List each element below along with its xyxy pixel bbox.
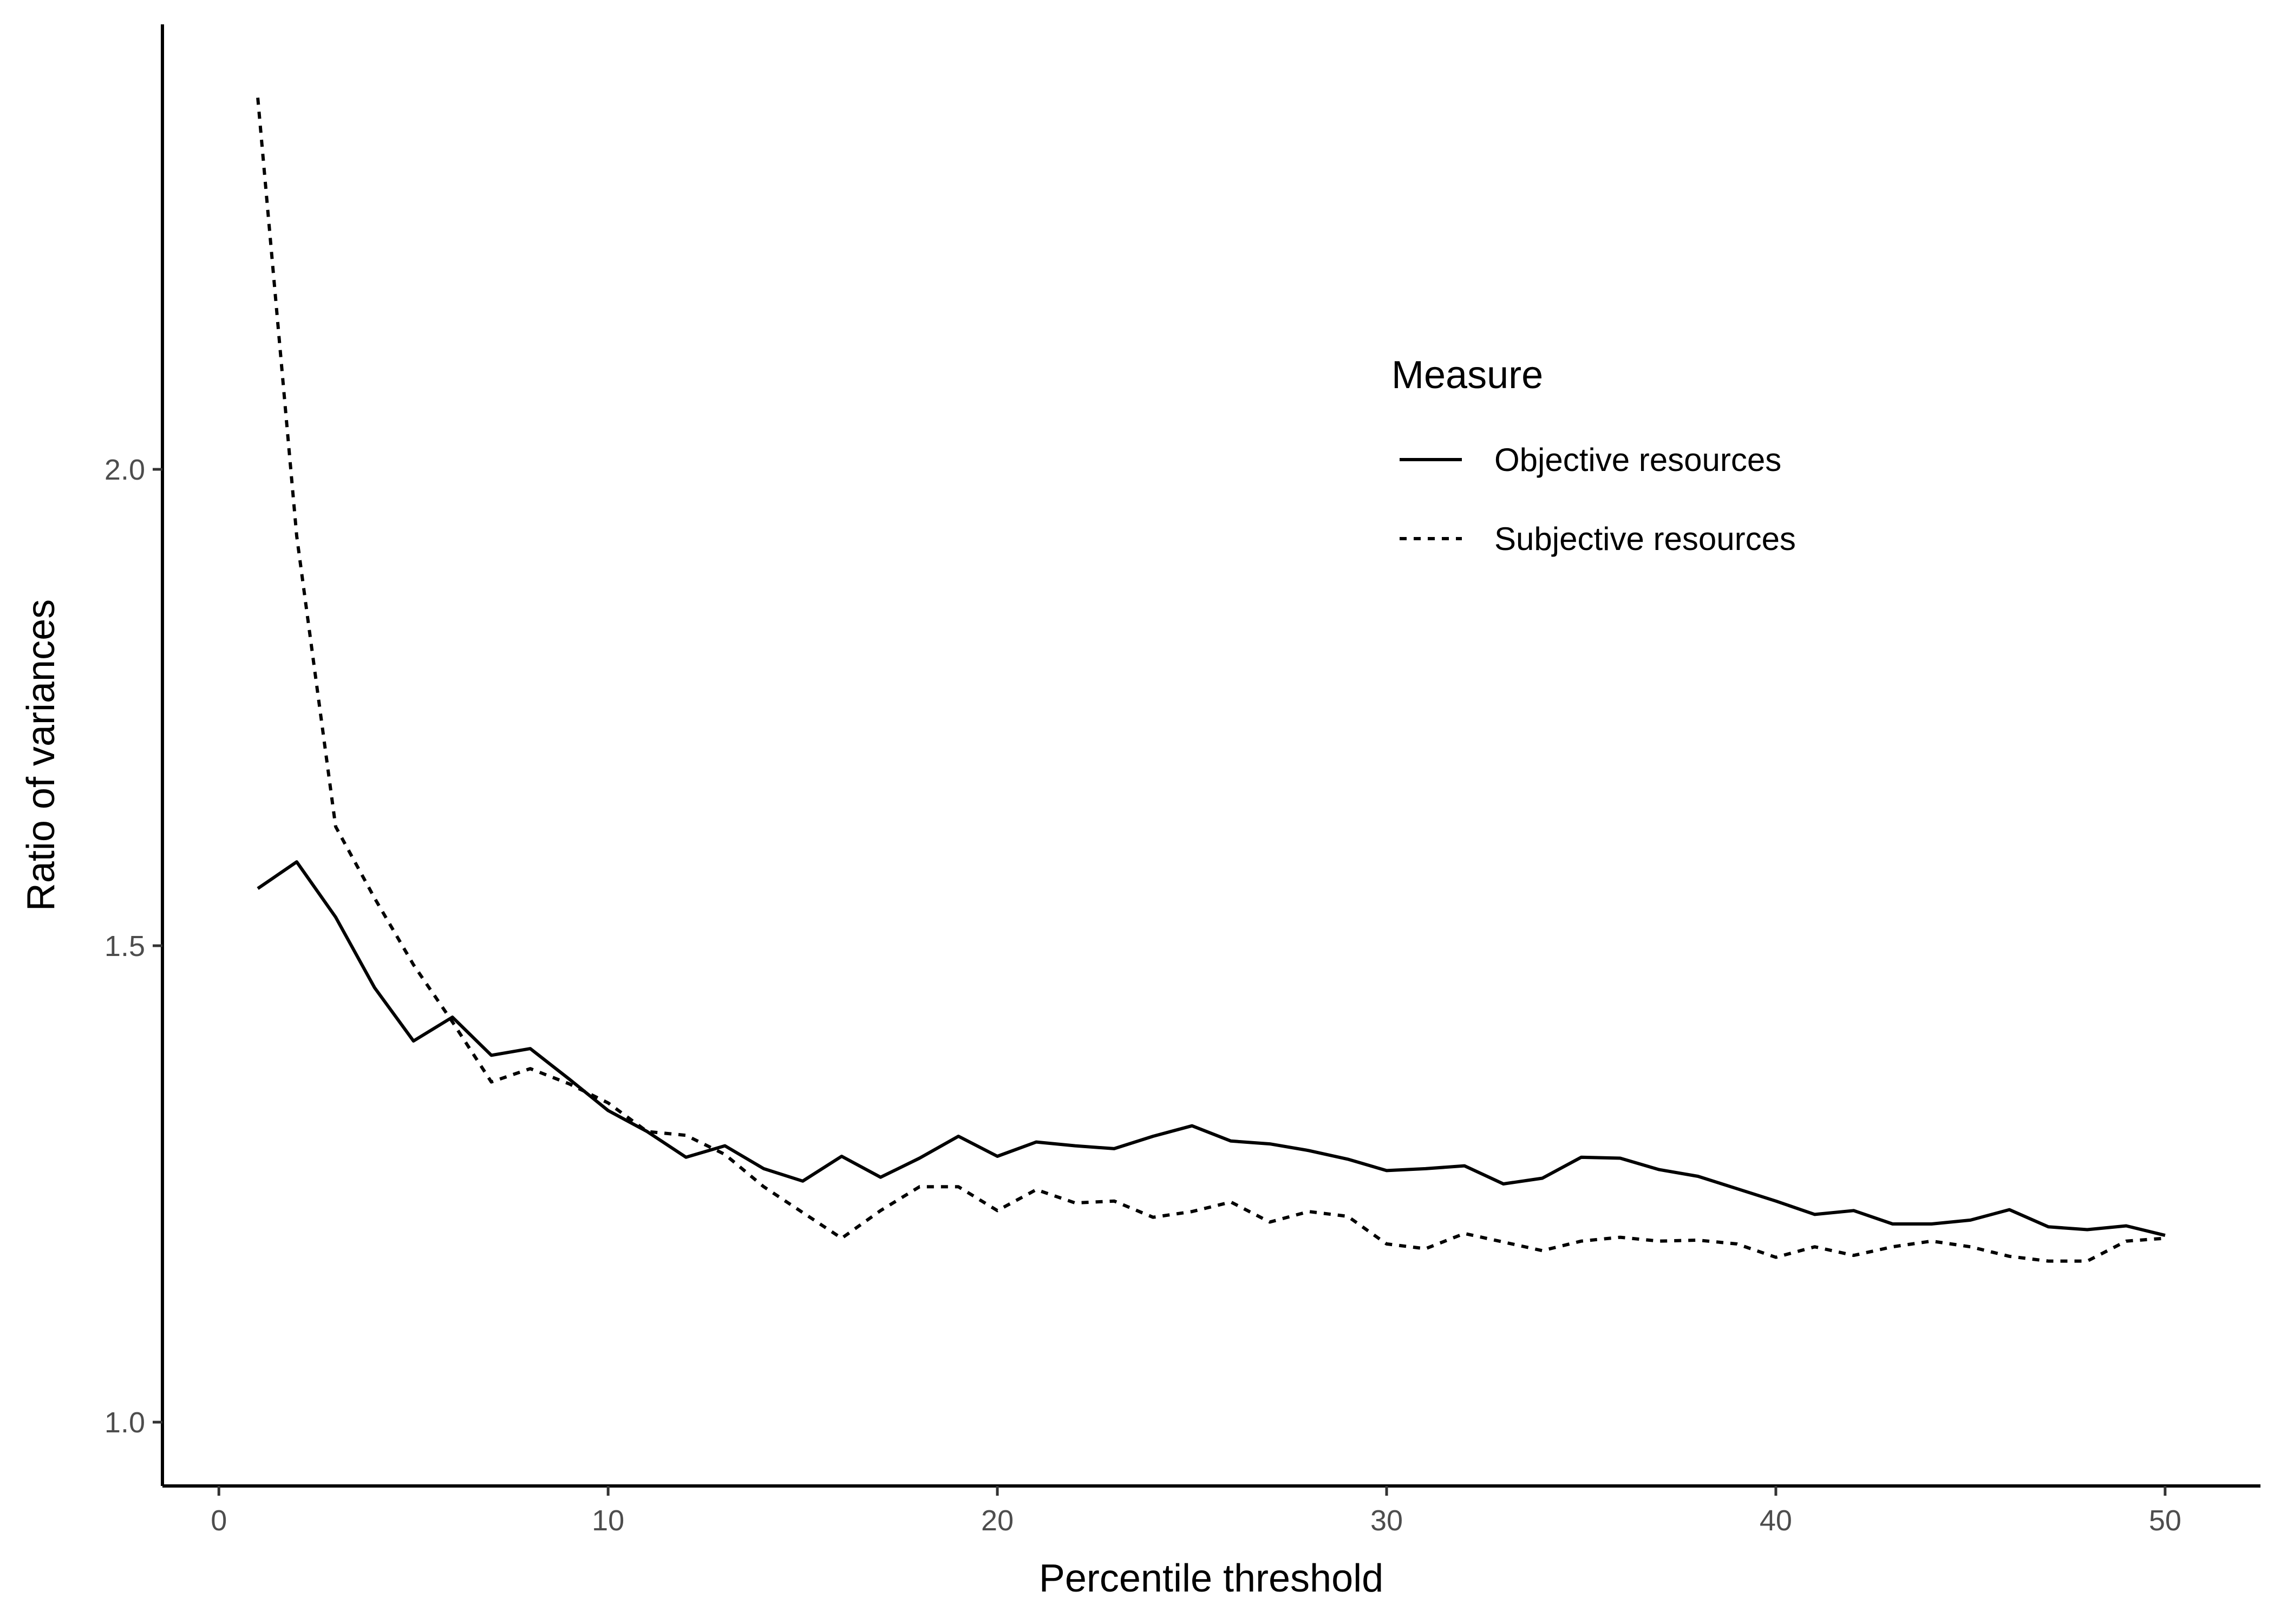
x-tick-label: 30 (1370, 1504, 1403, 1537)
x-axis-title: Percentile threshold (1039, 1557, 1383, 1600)
legend-label-subjective: Subjective resources (1494, 521, 1796, 557)
legend-label-objective: Objective resources (1494, 442, 1781, 478)
y-axis-title: Ratio of variances (19, 599, 63, 911)
legend-title: Measure (1391, 353, 1543, 397)
x-tick-label: 20 (981, 1504, 1014, 1537)
x-tick-label: 40 (1760, 1504, 1792, 1537)
x-axis-ticks: 0 10 20 30 40 50 (211, 1486, 2181, 1537)
y-tick-label: 2.0 (104, 454, 145, 486)
x-tick-label: 0 (211, 1504, 227, 1537)
x-tick-label: 10 (592, 1504, 624, 1537)
legend: Measure Objective resources Subjective r… (1391, 353, 1796, 557)
series-line-objective-resources (257, 860, 2166, 1237)
y-tick-label: 1.5 (104, 930, 145, 962)
series-lines (256, 97, 2166, 1263)
x-tick-label: 50 (2149, 1504, 2181, 1537)
y-axis-ticks: 1.0 1.5 2.0 (104, 454, 162, 1439)
y-tick-label: 1.0 (104, 1406, 145, 1439)
